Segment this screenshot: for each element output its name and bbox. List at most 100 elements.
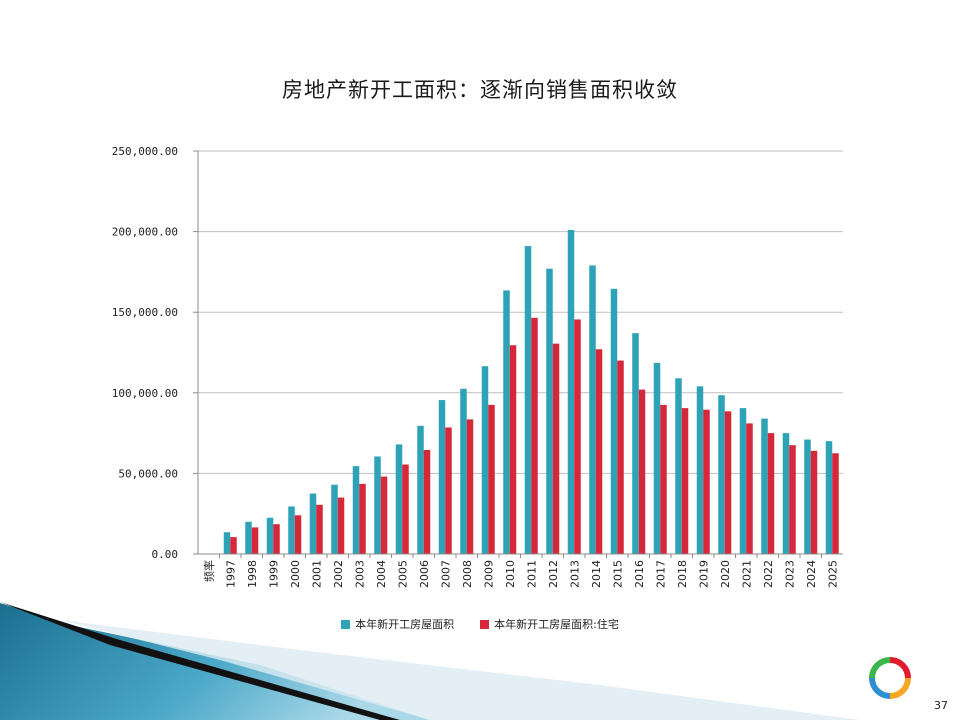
bar-residential	[509, 345, 517, 554]
x-tick-label: 2019	[697, 560, 710, 588]
bar-total	[503, 290, 510, 554]
bar-total	[481, 366, 489, 554]
x-axis-frequency-label: 频率	[202, 560, 216, 582]
x-tick-label: 2007	[439, 560, 452, 588]
page-number: 37	[934, 699, 948, 712]
legend-label-residential: 本年新开工房屋面积:住宅	[494, 618, 619, 631]
bar-residential	[789, 445, 796, 554]
bar-residential	[488, 404, 495, 554]
bar-residential	[574, 319, 581, 554]
y-tick-label: 200,000.00	[112, 226, 178, 239]
bar-total	[696, 386, 704, 554]
legend-swatch-total	[341, 619, 351, 629]
legend-item-total: 本年新开工房屋面积	[341, 616, 454, 632]
x-tick-label: 2024	[805, 560, 818, 588]
x-tick-label: 2005	[396, 560, 409, 588]
bar-total	[653, 362, 661, 554]
x-tick-label: 2008	[461, 560, 474, 588]
x-tick-label: 2010	[504, 560, 517, 588]
x-axis-tick-labels: 频率 1997 1998 1999 2000 2001 2002 2003 2004 2005 20…	[202, 560, 840, 588]
bar-residential	[294, 515, 302, 554]
bar-total	[739, 408, 747, 554]
x-tick-label: 2003	[353, 560, 366, 588]
x-tick-label: 2023	[783, 560, 796, 588]
bar-total	[782, 433, 790, 554]
bar-residential	[230, 537, 237, 554]
bar-residential	[531, 317, 538, 554]
bar-total	[567, 229, 575, 554]
legend-label-total: 本年新开工房屋面积	[355, 618, 455, 631]
bar-total	[288, 506, 295, 554]
bar-total	[417, 425, 424, 554]
x-tick-label: 2014	[590, 560, 603, 588]
bar-total	[825, 441, 833, 554]
bar-total	[546, 268, 553, 554]
x-tick-label: 2006	[418, 560, 431, 588]
bar-residential	[595, 349, 603, 554]
bar-residential	[552, 343, 560, 554]
bar-total	[718, 395, 725, 554]
bar-total	[245, 521, 252, 554]
y-tick-label: 0.00	[152, 548, 179, 561]
x-tick-label: 2015	[611, 560, 624, 588]
bar-residential	[316, 504, 323, 554]
bar-total	[266, 517, 274, 554]
bar-total	[675, 378, 682, 554]
bar-residential	[359, 483, 366, 554]
x-tick-label: 2011	[525, 560, 538, 588]
bar-residential	[638, 389, 646, 554]
bar-residential	[380, 476, 388, 554]
bar-residential	[660, 404, 667, 554]
x-tick-label: 2018	[676, 560, 689, 588]
x-tick-label: 2025	[826, 560, 839, 588]
x-tick-label: 2020	[719, 560, 732, 588]
x-tick-label: 1997	[224, 560, 237, 588]
bar-residential	[273, 524, 280, 554]
bar-residential	[466, 419, 474, 554]
bar-residential	[681, 408, 689, 554]
bars	[223, 229, 839, 554]
bar-total	[460, 388, 467, 554]
bar-residential	[810, 450, 818, 554]
legend-item-residential: 本年新开工房屋面积:住宅	[480, 616, 619, 632]
bar-residential	[832, 453, 839, 554]
x-tick-label: 1998	[246, 560, 259, 588]
bar-residential	[445, 427, 452, 554]
x-tick-label: 2017	[654, 560, 667, 588]
bar-total	[524, 246, 532, 554]
bar-residential	[767, 433, 775, 554]
axes	[197, 151, 843, 558]
y-tick-label: 50,000.00	[118, 467, 178, 480]
y-tick-label: 250,000.00	[112, 145, 178, 158]
teal-swoosh	[0, 603, 430, 720]
y-axis-tick-labels: 0.00 50,000.00 100,000.00 150,000.00 200,000…	[112, 145, 178, 561]
bar-total	[632, 333, 639, 554]
bar-residential	[617, 360, 624, 554]
x-tick-label: 1999	[267, 560, 280, 588]
bar-residential	[423, 450, 431, 554]
bar-total	[352, 466, 360, 554]
grid-lines	[193, 150, 843, 555]
x-tick-label: 2012	[547, 560, 560, 588]
bar-total	[331, 484, 338, 554]
company-logo-icon	[869, 657, 911, 699]
x-tick-label: 2009	[482, 560, 495, 588]
x-tick-label: 2013	[568, 560, 581, 588]
bar-residential	[337, 497, 345, 554]
x-tick-label: 2016	[633, 560, 646, 588]
x-tick-label: 2022	[762, 560, 775, 588]
x-tick-label: 2002	[332, 560, 345, 588]
bar-total	[374, 456, 381, 554]
chart-title: 房地产新开工面积：逐渐向销售面积收敛	[282, 78, 678, 102]
bar-residential	[703, 409, 710, 554]
legend-swatch-residential	[480, 619, 490, 629]
bar-residential	[746, 423, 753, 554]
bar-residential	[251, 527, 259, 554]
y-tick-label: 100,000.00	[112, 387, 178, 400]
light-swoosh	[60, 620, 860, 720]
x-tick-label: 2001	[310, 560, 323, 588]
bar-total	[223, 532, 231, 554]
y-tick-label: 150,000.00	[112, 306, 178, 319]
